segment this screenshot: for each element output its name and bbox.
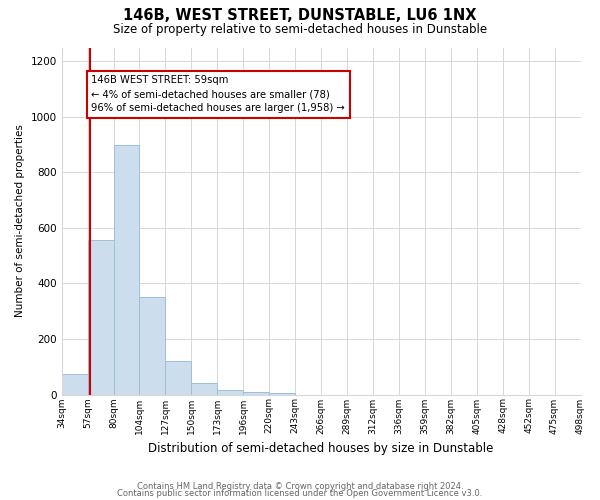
Bar	[243, 392, 269, 394]
Bar	[88, 240, 113, 394]
Bar	[139, 298, 166, 394]
Text: Size of property relative to semi-detached houses in Dunstable: Size of property relative to semi-detach…	[113, 22, 487, 36]
Bar	[269, 393, 295, 394]
Bar	[191, 384, 217, 394]
Bar	[217, 390, 243, 394]
Text: 146B WEST STREET: 59sqm
← 4% of semi-detached houses are smaller (78)
96% of sem: 146B WEST STREET: 59sqm ← 4% of semi-det…	[91, 76, 345, 114]
Bar	[62, 374, 88, 394]
Bar	[113, 144, 139, 394]
Text: 146B, WEST STREET, DUNSTABLE, LU6 1NX: 146B, WEST STREET, DUNSTABLE, LU6 1NX	[123, 8, 477, 22]
Text: Contains public sector information licensed under the Open Government Licence v3: Contains public sector information licen…	[118, 490, 482, 498]
Text: Contains HM Land Registry data © Crown copyright and database right 2024.: Contains HM Land Registry data © Crown c…	[137, 482, 463, 491]
X-axis label: Distribution of semi-detached houses by size in Dunstable: Distribution of semi-detached houses by …	[148, 442, 494, 455]
Y-axis label: Number of semi-detached properties: Number of semi-detached properties	[15, 124, 25, 318]
Bar	[166, 361, 191, 394]
